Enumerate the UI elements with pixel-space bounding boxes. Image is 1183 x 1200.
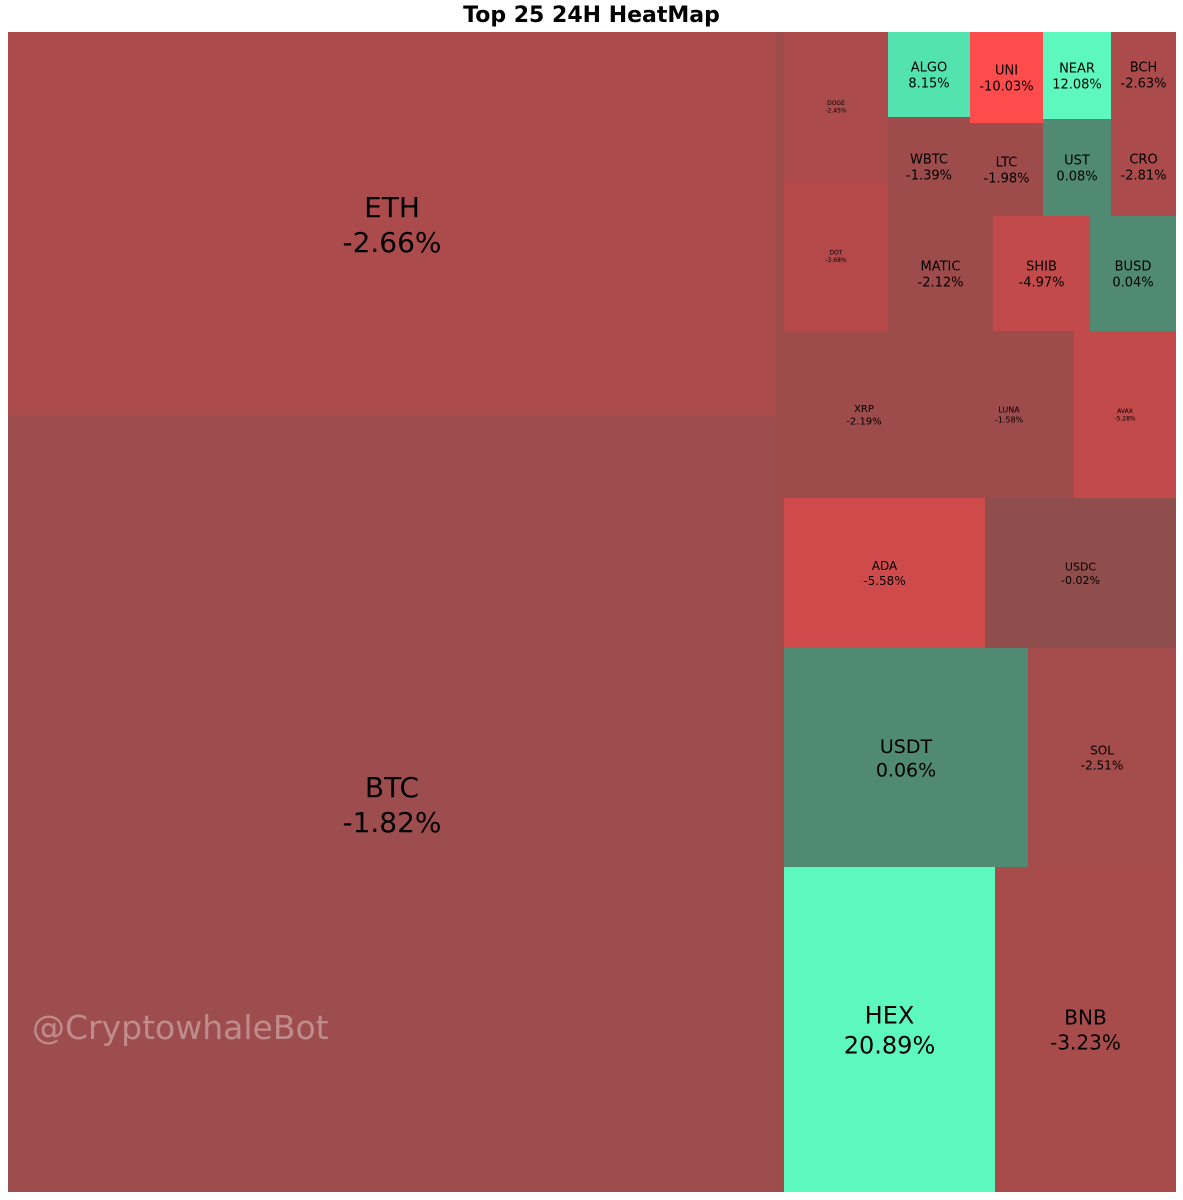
tile-change-near: 12.08% xyxy=(1052,78,1102,93)
tile-wbtc: WBTC -1.39% xyxy=(888,117,970,216)
tile-rect-near xyxy=(1043,32,1111,119)
tile-algo: ALGO 8.15% xyxy=(888,32,970,117)
tile-rect-hex xyxy=(784,867,995,1192)
tile-change-avax: -5.28% xyxy=(1114,416,1136,423)
tile-change-usdt: 0.06% xyxy=(876,760,936,782)
tile-rect-bch xyxy=(1111,32,1176,117)
tile-rect-xrp xyxy=(784,331,944,498)
tile-cro: CRO -2.81% xyxy=(1111,117,1176,216)
tile-rect-wbtc xyxy=(888,117,970,216)
tile-rect-btc xyxy=(8,416,776,1192)
tile-rect-ust xyxy=(1043,119,1111,216)
tile-change-ust: 0.08% xyxy=(1056,170,1097,185)
tile-rect-ada xyxy=(784,498,985,648)
tile-change-bch: -2.63% xyxy=(1121,77,1167,92)
tile-symbol-avax: AVAX xyxy=(1117,408,1133,415)
tile-symbol-bnb: BNB xyxy=(1064,1006,1106,1030)
tile-change-ltc: -1.98% xyxy=(984,172,1030,187)
tile-symbol-cro: CRO xyxy=(1129,152,1157,167)
tile-change-eth: -2.66% xyxy=(342,226,441,259)
tile-change-sol: -2.51% xyxy=(1081,759,1123,773)
tile-xrp: XRP -2.19% xyxy=(784,331,944,498)
tile-change-algo: 8.15% xyxy=(908,77,949,92)
tile-change-busd: 0.04% xyxy=(1112,276,1153,291)
tile-symbol-algo: ALGO xyxy=(911,60,947,75)
tile-change-doge: -2.45% xyxy=(825,108,847,115)
tile-change-bnb: -3.23% xyxy=(1050,1031,1121,1055)
tile-near: NEAR 12.08% xyxy=(1043,32,1111,119)
tile-avax: AVAX-5.28% xyxy=(1074,331,1176,498)
tile-rect-usdc xyxy=(985,498,1176,648)
tile-busd: BUSD 0.04% xyxy=(1090,216,1176,331)
tile-ltc: LTC -1.98% xyxy=(970,123,1043,216)
tile-change-ada: -5.58% xyxy=(863,574,905,588)
tile-rect-luna xyxy=(944,331,1074,498)
tile-change-luna: -1.58% xyxy=(995,416,1024,425)
tile-rect-sol xyxy=(1028,648,1176,867)
tile-symbol-ltc: LTC xyxy=(996,155,1018,170)
tile-uni: UNI -10.03% xyxy=(970,32,1043,123)
tile-change-xrp: -2.19% xyxy=(846,417,881,428)
tile-symbol-usdc: USDC xyxy=(1065,560,1097,573)
tile-symbol-busd: BUSD xyxy=(1115,259,1152,274)
tile-rect-busd xyxy=(1090,216,1176,331)
tile-change-hex: 20.89% xyxy=(844,1032,936,1060)
tile-rect-doge xyxy=(784,32,888,181)
tile-change-dot: -3.68% xyxy=(825,257,847,264)
tile-rect-algo xyxy=(888,32,970,117)
tile-rect-cro xyxy=(1111,117,1176,216)
tile-symbol-shib: SHIB xyxy=(1026,259,1057,274)
tile-btc: BTC-1.82% xyxy=(8,416,776,1192)
tile-ust: UST 0.08% xyxy=(1043,119,1111,216)
tile-change-usdc: -0.02% xyxy=(1061,574,1100,587)
tile-symbol-sol: SOL xyxy=(1090,744,1114,758)
tile-bnb: BNB-3.23% xyxy=(995,867,1176,1192)
tile-rect-ltc xyxy=(970,123,1043,216)
tile-symbol-usdt: USDT xyxy=(880,736,933,758)
tile-dot: DOT-3.68% xyxy=(784,181,888,331)
tile-symbol-xrp: XRP xyxy=(854,404,874,415)
tile-doge: DOGE-2.45% xyxy=(784,32,888,181)
tile-symbol-ust: UST xyxy=(1064,153,1090,168)
tile-symbol-btc: BTC xyxy=(365,771,419,804)
tile-change-wbtc: -1.39% xyxy=(906,169,952,184)
tile-symbol-doge: DOGE xyxy=(827,100,845,107)
tile-usdc: USDC-0.02% xyxy=(985,498,1176,648)
tile-change-uni: -10.03% xyxy=(979,80,1033,95)
tile-rect-uni xyxy=(970,32,1043,123)
tile-symbol-ada: ADA xyxy=(872,559,898,573)
tile-symbol-luna: LUNA xyxy=(998,406,1020,415)
tile-rect-dot xyxy=(784,181,888,331)
tile-rect-usdt xyxy=(784,648,1028,867)
watermark-text: @CryptowhaleBot xyxy=(32,1008,329,1047)
tile-symbol-matic: MATIC xyxy=(921,259,961,274)
tile-rect-shib xyxy=(993,216,1090,331)
tile-rect-eth xyxy=(8,32,776,416)
tile-symbol-near: NEAR xyxy=(1059,61,1095,76)
tile-matic: MATIC -2.12% xyxy=(888,216,993,331)
tile-change-matic: -2.12% xyxy=(918,276,964,291)
tile-eth: ETH-2.66% xyxy=(8,32,776,416)
tile-rect-avax xyxy=(1074,331,1176,498)
tile-rect-matic xyxy=(888,216,993,331)
tile-change-cro: -2.81% xyxy=(1121,169,1167,184)
tile-symbol-wbtc: WBTC xyxy=(910,152,948,167)
chart-title: Top 25 24H HeatMap xyxy=(463,3,720,28)
tile-bch: BCH -2.63% xyxy=(1111,32,1176,117)
tile-rect-bnb xyxy=(995,867,1176,1192)
tile-symbol-hex: HEX xyxy=(865,1002,915,1030)
tile-change-shib: -4.97% xyxy=(1019,276,1065,291)
tile-change-btc: -1.82% xyxy=(342,806,441,839)
tile-symbol-dot: DOT xyxy=(829,250,842,257)
tile-symbol-uni: UNI xyxy=(995,63,1018,78)
tile-sol: SOL-2.51% xyxy=(1028,648,1176,867)
tile-luna: LUNA-1.58% xyxy=(944,331,1074,498)
tile-shib: SHIB -4.97% xyxy=(993,216,1090,331)
tile-symbol-eth: ETH xyxy=(364,191,420,224)
tile-ada: ADA-5.58% xyxy=(784,498,985,648)
tile-symbol-bch: BCH xyxy=(1130,60,1158,75)
